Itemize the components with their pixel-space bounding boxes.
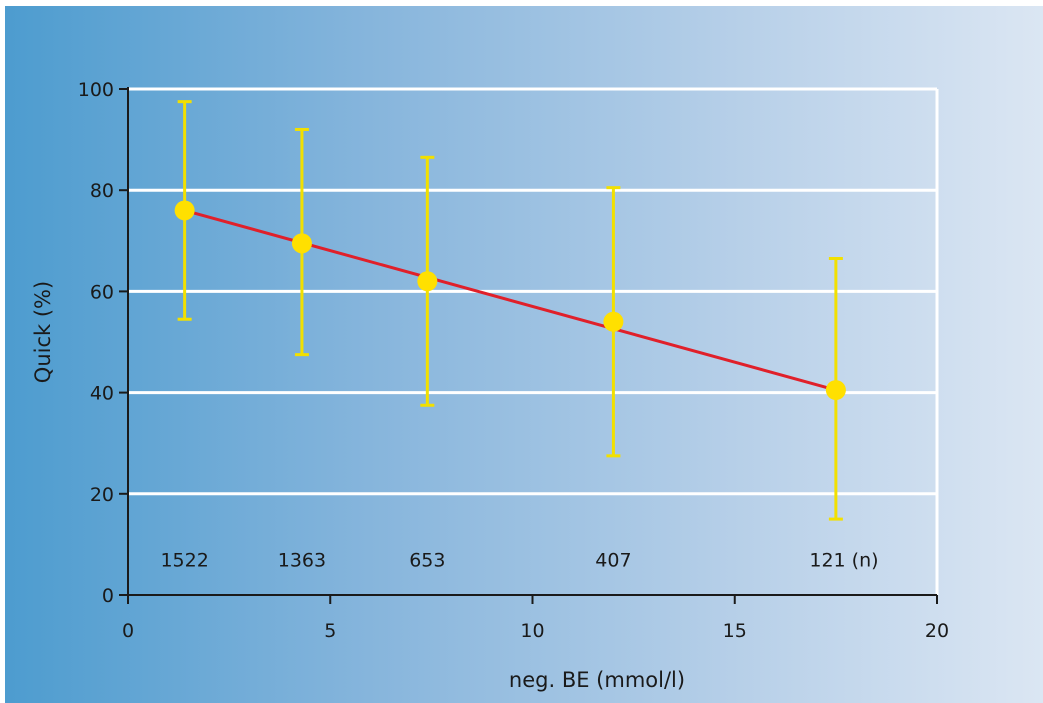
y-axis-title: Quick (%) [31,281,55,383]
data-point-1 [291,233,312,254]
chart-container: 0 20 40 60 80 100 0 5 10 15 20 1522 1363 653 407 121 (… [5,6,1043,703]
axis-layer: 0 20 40 60 80 100 0 5 10 15 20 [78,79,949,642]
y-tick-label-40: 40 [90,383,114,405]
x-tick-label-10: 10 [520,620,544,642]
error-bar-layer [177,100,843,521]
x-tick-label-5: 5 [324,620,336,642]
data-point-3 [603,311,624,332]
chart-svg: 0 20 40 60 80 100 0 5 10 15 20 1522 1363 653 407 121 (… [31,79,949,692]
y-tick-label-0: 0 [102,585,114,607]
y-tick-label-60: 60 [90,281,114,303]
data-point-0 [174,200,195,221]
regression-line-layer [184,208,837,392]
y-tick-label-80: 80 [90,180,114,202]
x-tick-label-20: 20 [925,620,949,642]
data-point-2 [417,271,438,292]
text-layer: 1522 1363 653 407 121 (n) [160,550,878,572]
sample-size-label-1: 1363 [278,550,326,572]
sample-size-label-2: 653 [409,550,445,572]
y-tick-label-100: 100 [78,79,114,101]
data-point-4 [825,380,846,401]
point-layer [174,200,846,401]
sample-size-label-4: 121 (n) [809,550,878,572]
x-axis-title: neg. BE (mmol/l) [509,668,685,692]
regression-line [184,208,837,392]
x-tick-label-0: 0 [122,620,134,642]
grid-layer [128,87,939,595]
y-tick-label-20: 20 [90,484,114,506]
x-tick-label-15: 15 [723,620,747,642]
sample-size-label-3: 407 [595,550,631,572]
sample-size-label-0: 1522 [160,550,208,572]
